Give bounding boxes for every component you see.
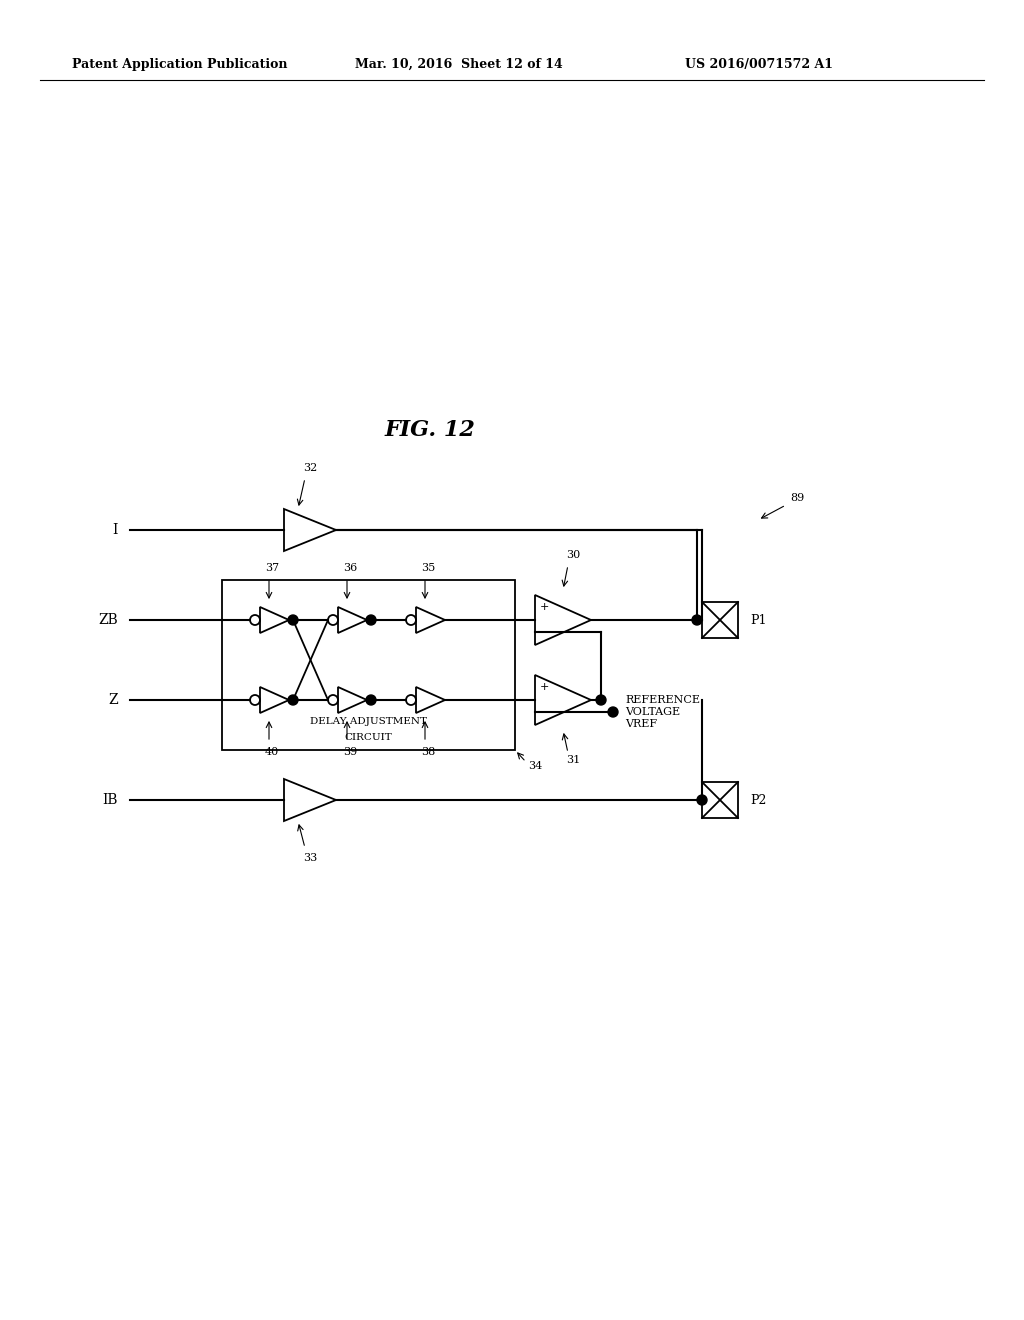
Circle shape (596, 696, 606, 705)
Text: CIRCUIT: CIRCUIT (345, 734, 392, 742)
Circle shape (366, 696, 376, 705)
Text: +: + (540, 682, 549, 693)
Text: +: + (540, 602, 549, 612)
Circle shape (692, 615, 702, 624)
Text: 39: 39 (343, 747, 357, 756)
Circle shape (608, 708, 618, 717)
Text: 31: 31 (566, 755, 581, 766)
Text: 32: 32 (303, 463, 317, 473)
Text: I: I (113, 523, 118, 537)
Text: IB: IB (102, 793, 118, 807)
Text: 30: 30 (566, 550, 581, 560)
Circle shape (288, 615, 298, 624)
Circle shape (366, 615, 376, 624)
Text: DELAY ADJUSTMENT: DELAY ADJUSTMENT (310, 718, 427, 726)
Text: 33: 33 (303, 853, 317, 863)
Text: −: − (539, 626, 549, 639)
Text: 34: 34 (528, 762, 543, 771)
Bar (702, 781, 738, 818)
Bar (222, 579, 515, 750)
Text: 37: 37 (265, 564, 280, 573)
Text: REFERENCE
VOLTAGE
VREF: REFERENCE VOLTAGE VREF (625, 696, 700, 729)
Text: −: − (539, 706, 549, 719)
Text: 40: 40 (265, 747, 280, 756)
Circle shape (697, 795, 707, 805)
Text: ZB: ZB (98, 612, 118, 627)
Text: 35: 35 (421, 564, 435, 573)
Text: P2: P2 (750, 793, 766, 807)
Text: 38: 38 (421, 747, 435, 756)
Text: Patent Application Publication: Patent Application Publication (72, 58, 288, 71)
Text: Z: Z (109, 693, 118, 708)
Text: 36: 36 (343, 564, 357, 573)
Text: 89: 89 (790, 492, 804, 503)
Circle shape (288, 696, 298, 705)
Text: P1: P1 (750, 614, 767, 627)
Text: US 2016/0071572 A1: US 2016/0071572 A1 (685, 58, 833, 71)
Bar (702, 602, 738, 638)
Text: FIG. 12: FIG. 12 (385, 418, 475, 441)
Text: Mar. 10, 2016  Sheet 12 of 14: Mar. 10, 2016 Sheet 12 of 14 (355, 58, 563, 71)
